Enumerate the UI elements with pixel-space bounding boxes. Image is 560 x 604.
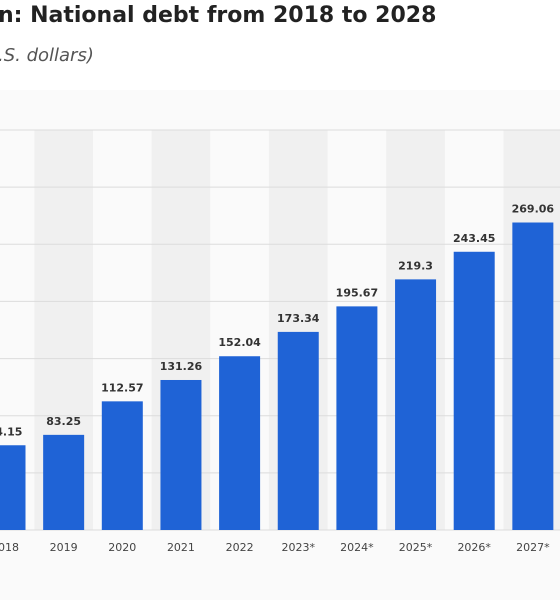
value-label: 152.04	[218, 336, 261, 349]
x-tick-label: 2020	[108, 541, 136, 554]
value-label: 83.25	[46, 415, 81, 428]
value-label: 131.26	[160, 360, 203, 373]
value-label: 195.67	[336, 286, 378, 299]
value-label: 219.3	[398, 259, 433, 272]
value-label: 269.06	[512, 203, 555, 216]
x-tick-label: 2021	[167, 541, 195, 554]
x-tick-label: 2026*	[457, 541, 491, 554]
chart-subtitle: .S. dollars)	[0, 45, 94, 66]
x-tick-label: 2024*	[340, 541, 374, 554]
value-label: 74.15	[0, 425, 22, 438]
bar	[0, 445, 26, 530]
chart-title: n: National debt from 2018 to 2028	[0, 3, 436, 28]
bar	[101, 401, 143, 530]
bar	[219, 356, 261, 530]
value-label: 243.45	[453, 232, 495, 245]
x-tick-label: 2019	[50, 541, 78, 554]
x-tick-label: 2022	[226, 541, 254, 554]
x-tick-label: 2025*	[399, 541, 433, 554]
x-tick-label: 2027*	[516, 541, 550, 554]
bar	[395, 279, 437, 530]
x-tick-label: 2023*	[282, 541, 316, 554]
bar	[277, 331, 319, 530]
bar	[453, 251, 495, 530]
value-label: 112.57	[101, 381, 143, 394]
x-tick-label: 2018	[0, 541, 19, 554]
bar	[43, 434, 85, 530]
bar	[160, 379, 202, 530]
bar	[336, 306, 378, 530]
value-label: 173.34	[277, 312, 320, 325]
bar	[512, 222, 554, 530]
